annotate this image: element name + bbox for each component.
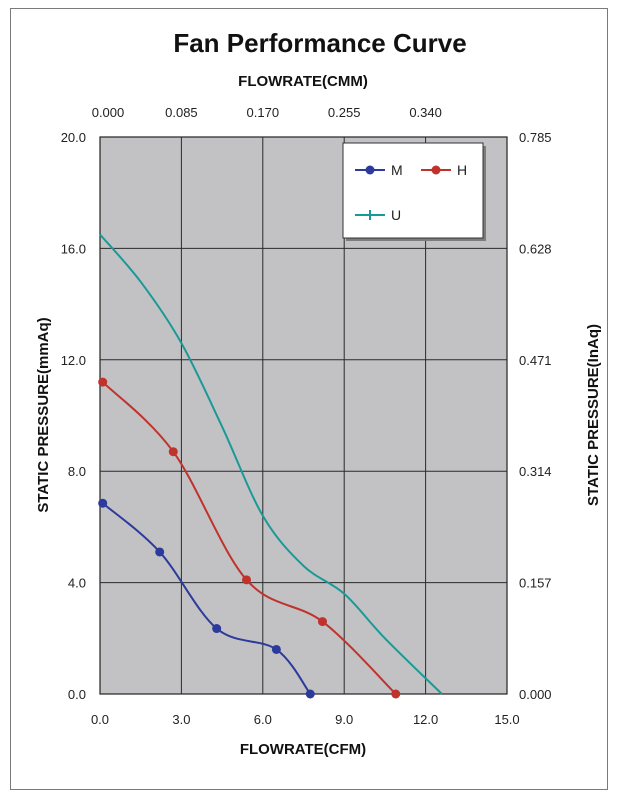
y-tick-label: 16.0 xyxy=(61,241,86,256)
y2-tick-label: 0.785 xyxy=(519,130,552,145)
bottom-axis-title: FLOWRATE(CFM) xyxy=(240,741,366,758)
y-tick-label: 0.0 xyxy=(68,687,86,702)
legend-m-label: M xyxy=(391,162,403,178)
y2-tick-label: 0.628 xyxy=(519,241,552,256)
legend-m-marker xyxy=(365,165,375,175)
legend: M H U xyxy=(342,142,486,241)
series-m-point xyxy=(305,689,315,699)
series-m-point xyxy=(98,498,108,508)
legend-h-marker xyxy=(431,165,441,175)
y2-tick-label: 0.000 xyxy=(519,687,552,702)
y2-tick-label: 0.157 xyxy=(519,576,552,591)
x2-tick-label: 0.085 xyxy=(165,105,198,120)
x-tick-label: 9.0 xyxy=(335,712,353,727)
series-m-point xyxy=(212,624,222,634)
x-tick-label: 15.0 xyxy=(494,712,519,727)
series-u-line xyxy=(99,233,443,695)
series-m-point xyxy=(155,547,165,557)
y2-tick-label: 0.314 xyxy=(519,464,552,479)
series-h-line xyxy=(102,381,397,695)
series-m-point xyxy=(271,644,281,654)
y2-tick-label: 0.471 xyxy=(519,353,552,368)
y-tick-label: 20.0 xyxy=(61,130,86,145)
series-h-point xyxy=(242,575,252,585)
legend-h-label: H xyxy=(457,162,467,178)
tick-labels: 0.0 3.0 6.0 9.0 12.0 15.0 0.0 4.0 8.0 12.0 16.0 20.… xyxy=(61,105,552,727)
left-axis-title: STATIC PRESSURE(mmAq) xyxy=(35,317,52,512)
x-tick-label: 6.0 xyxy=(254,712,272,727)
series-h-point xyxy=(317,617,327,627)
top-axis-title: FLOWRATE(CMM) xyxy=(238,73,368,90)
right-axis-title: STATIC PRESSURE(InAq) xyxy=(585,324,602,506)
series-h-point xyxy=(168,447,178,457)
x2-tick-label: 0.000 xyxy=(92,105,125,120)
series-h-point xyxy=(391,689,401,699)
x2-tick-label: 0.340 xyxy=(409,105,442,120)
x2-tick-label: 0.170 xyxy=(247,105,280,120)
legend-u-label: U xyxy=(391,207,401,223)
grid-lines xyxy=(100,137,507,694)
x-tick-label: 12.0 xyxy=(413,712,438,727)
x2-tick-label: 0.255 xyxy=(328,105,361,120)
series-h-point xyxy=(98,377,108,387)
data-series xyxy=(98,233,443,699)
x-tick-label: 0.0 xyxy=(91,712,109,727)
y-tick-label: 12.0 xyxy=(61,353,86,368)
legend-box xyxy=(342,142,484,239)
y-tick-label: 4.0 xyxy=(68,576,86,591)
y-tick-label: 8.0 xyxy=(68,464,86,479)
x-tick-label: 3.0 xyxy=(172,712,190,727)
chart-title: Fan Performance Curve xyxy=(173,28,466,58)
